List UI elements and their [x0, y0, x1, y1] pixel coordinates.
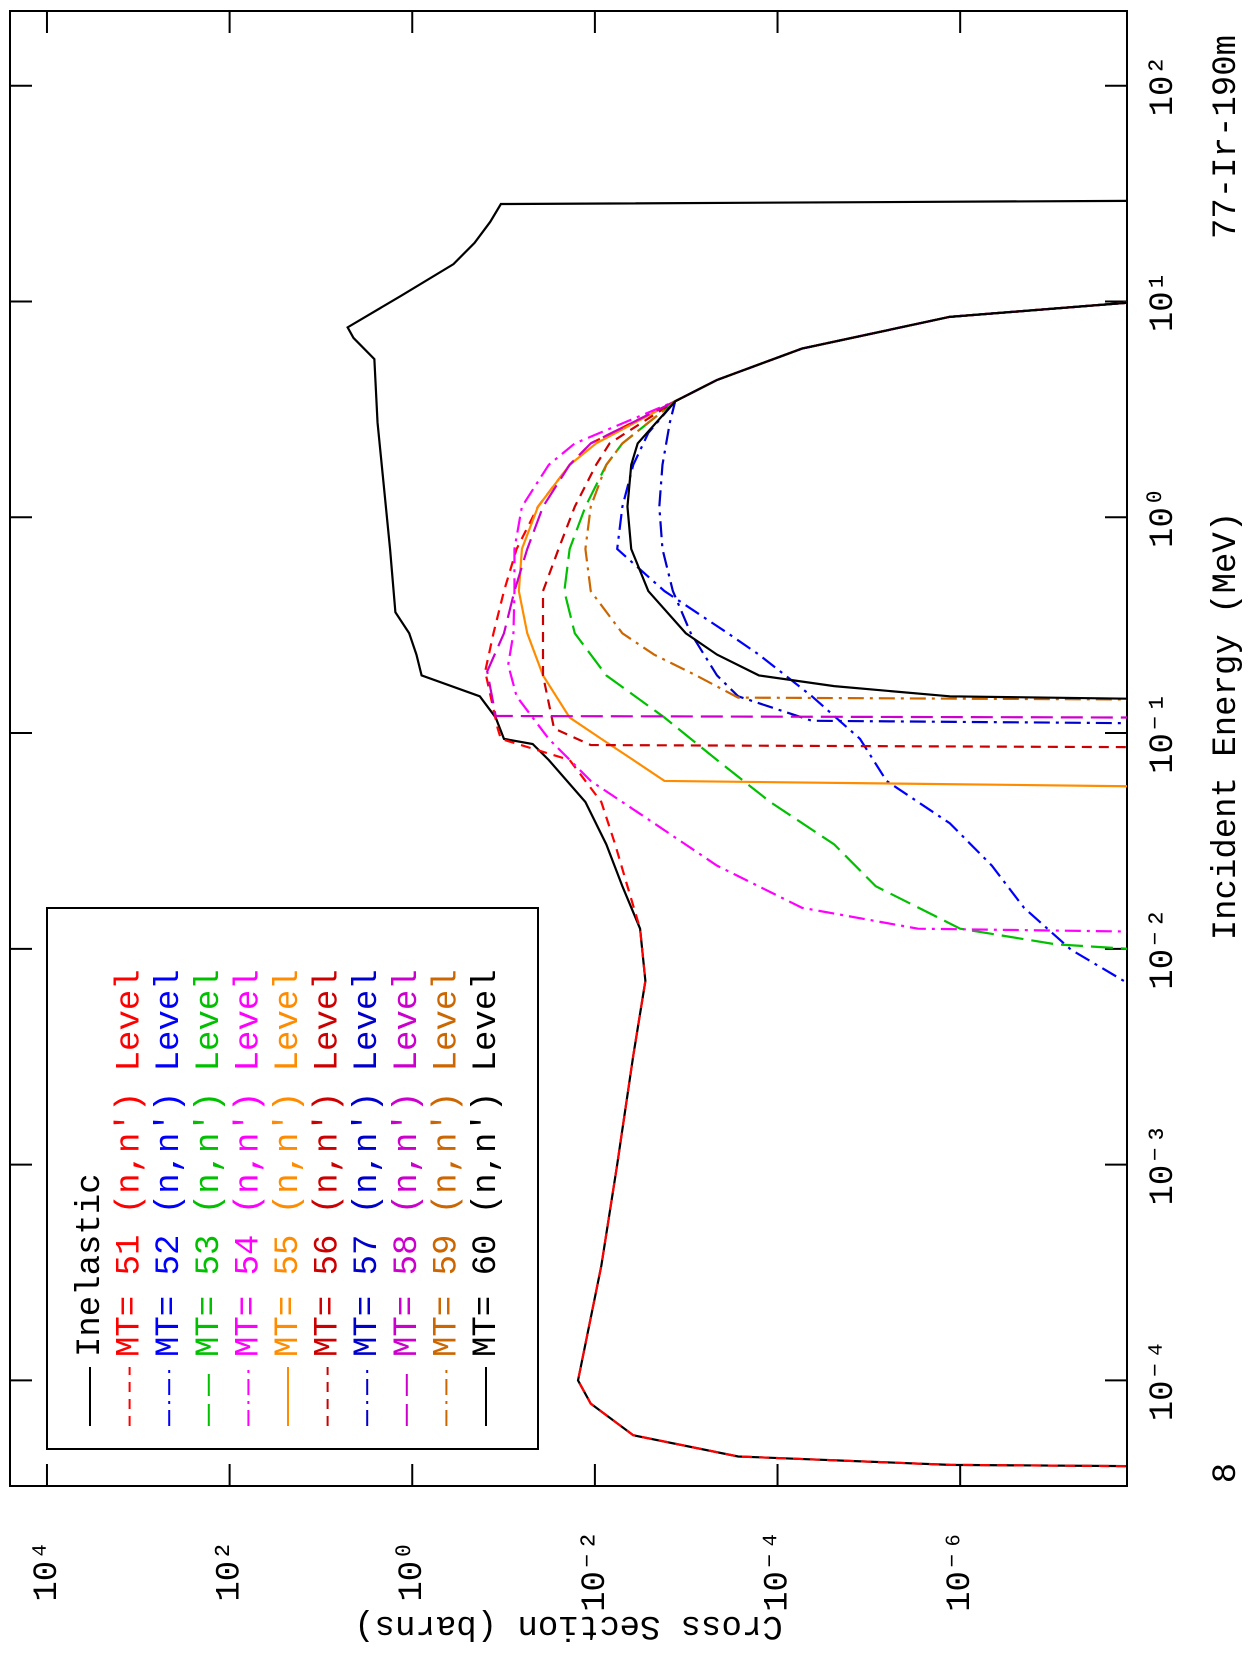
x-tick-label: 10⁻¹: [1145, 692, 1183, 774]
chart-title: 77-Ir-190m: [1208, 35, 1246, 239]
legend-label: MT= 51 (n,n') Level: [112, 969, 150, 1357]
x-tick-label: 10⁻⁴: [1145, 1340, 1183, 1422]
legend-label: Inelastic: [72, 1173, 110, 1357]
x-tick-label: 10⁻²: [1145, 908, 1183, 990]
plot-group: 10⁻⁴ 10⁻³ 10⁻² 10⁻¹ 10⁰ 10¹ 10² 10⁴ 10² 10⁰ 10⁻² 10…: [9, 10, 1246, 1644]
legend-label: MT= 55 (n,n') Level: [270, 969, 308, 1357]
legend-label: MT= 56 (n,n') Level: [310, 969, 348, 1357]
x-tick-label: 10¹: [1145, 271, 1183, 332]
y-tick-label: 10⁰: [394, 1540, 432, 1601]
x-tick-label: 10⁰: [1145, 487, 1183, 548]
series-line: [616, 300, 1127, 994]
series-line: [484, 300, 1127, 1468]
series-line: [486, 300, 1127, 719]
legend-label: MT= 54 (n,n') Level: [230, 969, 268, 1357]
x-tick-label: 10²: [1145, 55, 1183, 116]
y-tick-label: 10²: [212, 1540, 250, 1601]
annotation: 8: [1208, 1463, 1246, 1483]
plot-area: [346, 199, 1127, 1468]
legend-label: MT= 52 (n,n') Level: [151, 969, 189, 1357]
y-tick-label: 10⁻⁴: [760, 1530, 798, 1612]
series-line: [626, 300, 1127, 700]
legend-label: MT= 57 (n,n') Level: [349, 969, 387, 1357]
x-axis-label: Incident Energy (MeV): [1208, 512, 1246, 940]
series-line: [658, 300, 1127, 725]
plot-frame: [9, 10, 1128, 1487]
legend-label: MT= 60 (n,n') Level: [468, 969, 506, 1357]
legend-label: MT= 58 (n,n') Level: [389, 969, 427, 1357]
legend-label: MT= 53 (n,n') Level: [191, 969, 229, 1357]
legend-label: MT= 59 (n,n') Level: [428, 969, 466, 1357]
legend: Inelastic MT= 51 (n,n') Level MT= 52 (n,n'…: [46, 907, 539, 1450]
legend-box: [46, 907, 539, 1450]
y-tick-label: 10⁴: [29, 1540, 67, 1601]
y-tick-label: 10⁻⁶: [942, 1530, 980, 1612]
y-axis-label: Cross Section (barns): [354, 1606, 782, 1644]
x-tick-label: 10⁻³: [1145, 1124, 1183, 1206]
series-line: [563, 300, 1127, 951]
y-tick-label: 10⁻²: [577, 1530, 615, 1612]
